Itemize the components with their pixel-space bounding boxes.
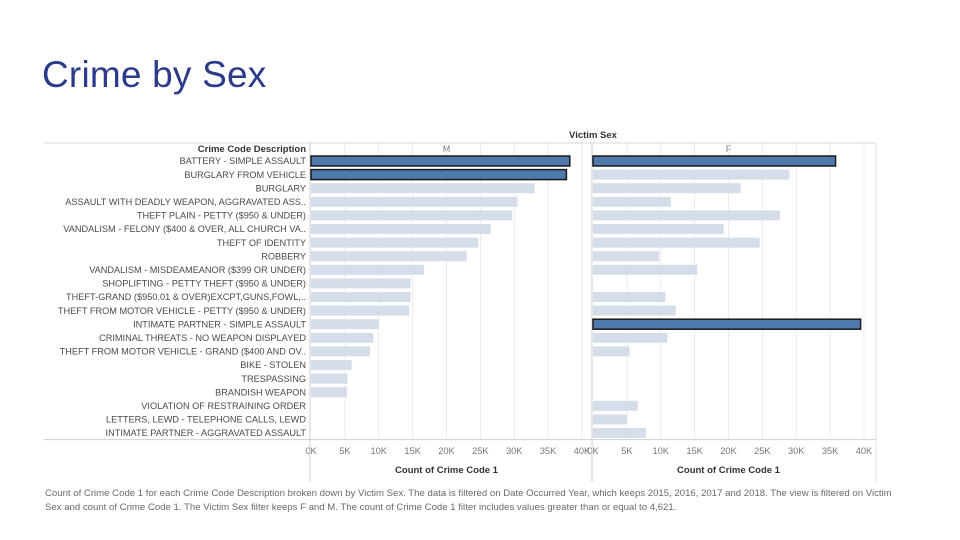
category-label: THEFT PLAIN - PETTY ($950 & UNDER): [137, 211, 306, 221]
bar-f: [593, 210, 780, 221]
bar-m: [311, 251, 467, 262]
bar-m: [311, 387, 347, 398]
category-label: THEFT FROM MOTOR VEHICLE - PETTY ($950 &…: [58, 306, 306, 316]
x-tick-label: 5K: [621, 446, 633, 456]
category-label: ASSAULT WITH DEADLY WEAPON, AGGRAVATED A…: [65, 197, 306, 207]
bar-f-highlighted: [592, 155, 837, 167]
x-tick-label: 35K: [540, 446, 557, 456]
bar-f-highlighted: [592, 318, 862, 330]
bar-m: [311, 264, 425, 275]
row-header: Crime Code Description: [198, 144, 306, 155]
category-label: TRESPASSING: [241, 374, 306, 384]
x-axis-title: Count of Crime Code 1: [395, 465, 499, 476]
bar-f: [593, 196, 671, 207]
x-tick-label: 15K: [404, 446, 421, 456]
category-label: THEFT FROM MOTOR VEHICLE - GRAND ($400 A…: [60, 347, 306, 357]
category-label: VIOLATION OF RESTRAINING ORDER: [141, 401, 306, 411]
x-tick-label: 25K: [754, 446, 771, 456]
bar-m: [311, 346, 370, 357]
bar-f: [593, 428, 646, 438]
category-label: BRANDISH WEAPON: [215, 387, 306, 397]
category-label: BATTERY - SIMPLE ASSAULT: [180, 156, 307, 166]
bar-m: [311, 373, 348, 384]
category-label: SHOPLIFTING - PETTY THEFT ($950 & UNDER): [102, 279, 306, 289]
bar-f: [593, 183, 741, 194]
bar-m: [311, 210, 513, 221]
category-label: INTIMATE PARTNER - AGGRAVATED ASSAULT: [106, 428, 307, 438]
category-label: INTIMATE PARTNER - SIMPLE ASSAULT: [133, 319, 306, 329]
bar-m-highlighted: [310, 168, 568, 181]
category-label: BIKE - STOLEN: [240, 360, 306, 370]
bar-f: [593, 414, 627, 425]
bar-f: [593, 292, 666, 302]
x-tick-label: 15K: [686, 446, 703, 456]
bar-f: [593, 305, 676, 316]
x-tick-label: 20K: [438, 446, 455, 456]
bar-f: [593, 346, 630, 357]
bar-f: [593, 169, 790, 180]
category-label: LETTERS, LEWD - TELEPHONE CALLS, LEWD: [106, 415, 306, 425]
bar-f: [593, 237, 760, 248]
category-label: BURGLARY: [256, 183, 306, 193]
bar-f: [593, 224, 724, 234]
bar-m-highlighted: [310, 155, 571, 167]
category-label: THEFT OF IDENTITY: [217, 238, 306, 248]
column-header: Victim Sex: [569, 130, 618, 141]
bar-f: [593, 332, 668, 343]
x-tick-label: 35K: [822, 446, 839, 456]
x-tick-label: 5K: [339, 446, 351, 456]
bar-f: [593, 264, 698, 275]
bar-m: [311, 319, 379, 330]
bar-m: [311, 224, 491, 234]
slide-title: Crime by Sex: [42, 54, 267, 95]
x-tick-label: 0K: [587, 446, 599, 456]
category-label: THEFT-GRAND ($950.01 & OVER)EXCPT,GUNS,F…: [66, 292, 306, 302]
x-tick-label: 30K: [506, 446, 523, 456]
x-tick-label: 40K: [856, 446, 873, 456]
x-tick-label: 25K: [472, 446, 489, 456]
x-tick-label: 40K: [574, 446, 591, 456]
category-label: BURGLARY FROM VEHICLE: [184, 170, 306, 180]
bar-m: [311, 305, 410, 316]
bar-f: [593, 251, 660, 262]
bar-m: [311, 237, 479, 248]
bar-m: [311, 360, 352, 370]
x-tick-label: 10K: [370, 446, 387, 456]
bar-m: [311, 332, 374, 343]
bar-m: [311, 183, 535, 194]
x-tick-label: 0K: [305, 446, 317, 456]
x-tick-label: 30K: [788, 446, 805, 456]
bar-m: [311, 196, 518, 207]
category-label: CRIMINAL THREATS - NO WEAPON DISPLAYED: [99, 333, 306, 343]
x-axis-title: Count of Crime Code 1: [677, 465, 781, 476]
x-tick-label: 10K: [652, 446, 669, 456]
bar-m: [311, 292, 411, 302]
bar-f: [593, 400, 638, 411]
x-tick-label: 20K: [720, 446, 737, 456]
category-label: ROBBERY: [261, 251, 306, 261]
category-label: VANDALISM - MISDEAMEANOR ($399 OR UNDER): [89, 265, 306, 275]
chart-caption: Count of Crime Code 1 for each Crime Cod…: [45, 488, 892, 513]
bar-m: [311, 278, 411, 289]
category-label: VANDALISM - FELONY ($400 & OVER, ALL CHU…: [63, 224, 306, 234]
